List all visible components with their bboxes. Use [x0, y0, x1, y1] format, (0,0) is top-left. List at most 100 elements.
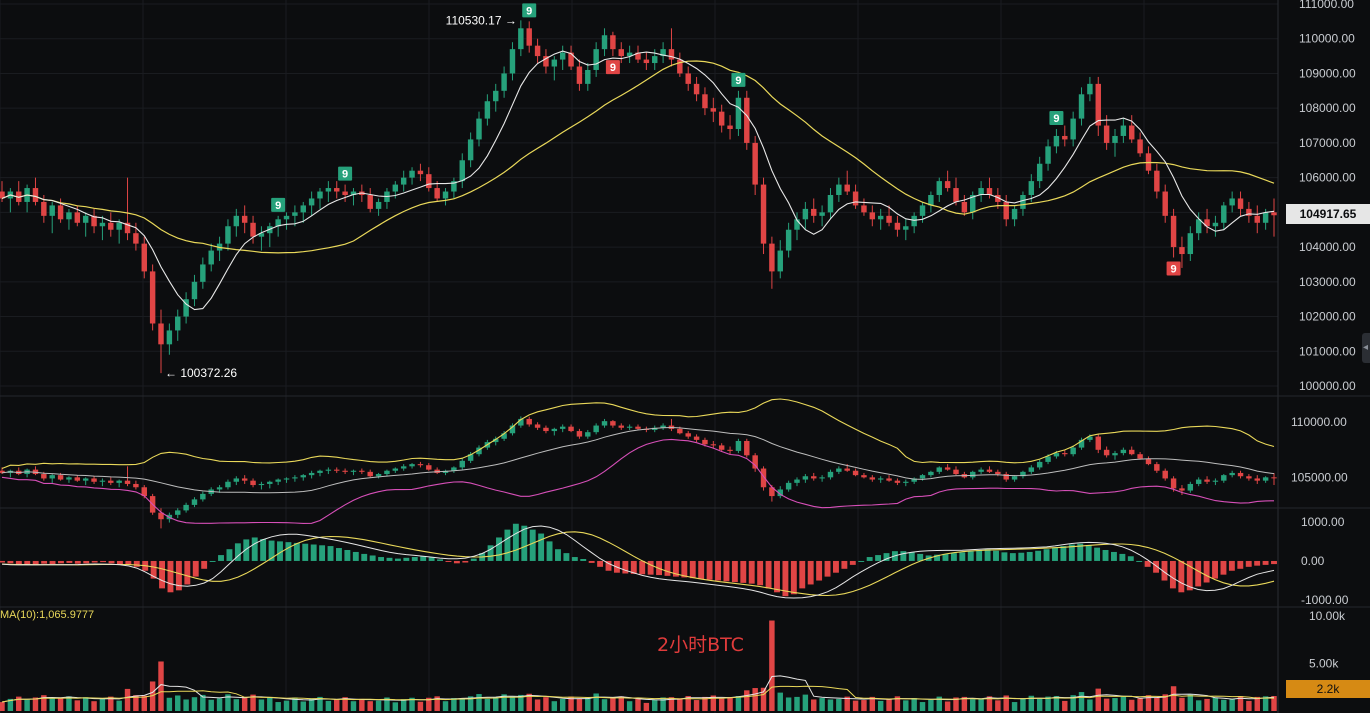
candle-down	[342, 184, 348, 202]
volume-bar	[626, 701, 633, 711]
macd-histogram-bar	[1262, 560, 1269, 565]
boll-candle-body	[1221, 475, 1227, 481]
candle-down	[861, 198, 867, 216]
candle-up	[99, 215, 106, 241]
volume-bar	[308, 698, 315, 711]
boll-candle-body	[493, 438, 499, 443]
volume-bar	[995, 700, 1001, 711]
candle-down	[91, 208, 97, 234]
volume-bar	[601, 699, 608, 711]
boll-candle-body	[995, 471, 1001, 475]
boll-candle-body	[1212, 480, 1219, 482]
boll-candle-body	[250, 480, 256, 486]
boll-candle-body	[1028, 467, 1035, 472]
macd-histogram-bar	[277, 541, 283, 561]
candle-down	[534, 38, 541, 64]
macd-histogram-bar	[875, 555, 882, 561]
volume-bar	[568, 696, 574, 711]
macd-histogram-bar	[1001, 552, 1008, 561]
candle-body	[325, 188, 332, 192]
candle-up	[593, 42, 599, 77]
candle-body	[518, 28, 524, 50]
macd-histogram-bar	[378, 557, 385, 561]
volume-bar	[1246, 700, 1252, 711]
scroll-tab[interactable]: ◂	[1362, 333, 1370, 363]
volume-bar	[1204, 698, 1210, 711]
candle-body	[0, 191, 5, 199]
candle-body	[334, 188, 340, 192]
volume-bar	[359, 698, 365, 711]
volume-bar	[777, 692, 783, 711]
candle-body	[710, 108, 717, 112]
macd-histogram-bar	[740, 560, 747, 583]
boll-candle-body	[74, 477, 81, 481]
candle-up	[509, 42, 516, 81]
candle-body	[200, 264, 206, 282]
high-price-annotation: 110530.17 →	[446, 13, 517, 27]
boll-candle-body	[342, 470, 348, 472]
candle-body	[819, 212, 825, 216]
candle-body	[1070, 118, 1076, 140]
boll-candle-body	[1078, 439, 1085, 448]
boll-candle-body	[1120, 449, 1127, 454]
candle-up	[903, 219, 909, 241]
volume-bar	[928, 699, 934, 711]
volume-bar	[225, 694, 231, 711]
macd-histogram-bar	[100, 560, 107, 563]
candle-body	[1221, 205, 1227, 223]
candle-up	[1087, 76, 1093, 102]
macd-histogram-bar	[1136, 560, 1143, 562]
candle-up	[911, 212, 917, 234]
boll-candle-body	[1162, 470, 1168, 479]
price-tick-label: 104000.00	[1299, 240, 1356, 254]
candle-body	[82, 215, 89, 223]
candle-body	[99, 222, 106, 227]
candle-up	[1187, 226, 1194, 261]
candle-body	[785, 229, 792, 251]
macd-histogram-bar	[866, 557, 873, 561]
boll-candle-body	[175, 510, 181, 515]
candle-body	[752, 142, 758, 185]
boll-candle-body	[116, 480, 122, 483]
macd-histogram-bar	[386, 557, 393, 561]
td-sequential-marker-top: 9	[522, 3, 537, 18]
candle-down	[685, 66, 691, 91]
macd-histogram-bar	[403, 557, 410, 561]
volume-bar	[894, 696, 901, 711]
boll-candle-body	[41, 474, 47, 479]
volume-bar	[903, 700, 909, 711]
macd-histogram-bar	[1271, 560, 1277, 565]
boll-candle-body	[1179, 488, 1185, 491]
candle-up	[308, 191, 315, 216]
candle-up	[1036, 156, 1043, 189]
candle-up	[467, 132, 474, 168]
boll-candle-body	[108, 480, 114, 483]
candle-body	[275, 219, 281, 227]
boll-candle-body	[1011, 476, 1018, 480]
macd-tick-label: 1000.00	[1301, 515, 1345, 529]
macd-histogram-bar	[664, 560, 671, 576]
volume-bar	[175, 695, 181, 711]
boll-candle-body	[936, 467, 942, 472]
volume-ma5-line	[1, 675, 1275, 703]
macd-histogram-bar	[858, 560, 865, 562]
volume-bar	[819, 698, 825, 711]
candle-up	[258, 226, 265, 251]
boll-candle-body	[367, 471, 373, 477]
candle-up	[225, 219, 231, 251]
volume-bar	[233, 699, 240, 711]
candle-up	[1070, 111, 1076, 147]
boll-tick-label: 110000.00	[1291, 415, 1347, 429]
volume-bar	[1195, 700, 1202, 711]
boll-candle-body	[518, 418, 524, 426]
boll-tick-label: 105000.00	[1291, 470, 1348, 484]
volume-bar	[133, 695, 139, 711]
candle-body	[744, 97, 750, 143]
candle-body	[1062, 135, 1068, 140]
boll-candle-body	[1271, 477, 1277, 479]
boll-candle-body	[635, 426, 641, 429]
candle-body	[191, 281, 198, 300]
candle-body	[1229, 198, 1235, 206]
